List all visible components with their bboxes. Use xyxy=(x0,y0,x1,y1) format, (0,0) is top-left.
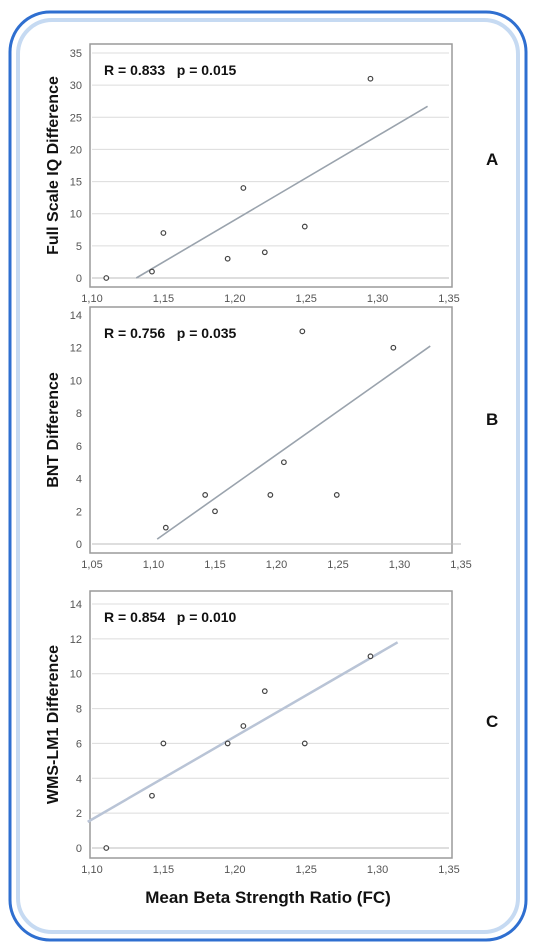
x-tick-label: 1,10 xyxy=(81,864,102,876)
y-tick-label: 14 xyxy=(70,599,82,611)
y-tick-label: 6 xyxy=(76,738,82,750)
data-point xyxy=(103,845,110,851)
trend-line-b xyxy=(156,345,431,540)
y-tick-label: 5 xyxy=(76,241,82,253)
y-tick-label: 20 xyxy=(70,144,82,156)
x-tick-label: 1,15 xyxy=(204,559,225,571)
y-tick-label: 14 xyxy=(70,310,82,322)
x-tick-label: 1,30 xyxy=(389,559,410,571)
y-tick-label: 2 xyxy=(76,506,82,518)
data-point xyxy=(103,275,110,281)
x-tick-label: 1,25 xyxy=(327,559,348,571)
x-tick-label: 1,20 xyxy=(266,559,287,571)
data-point xyxy=(224,255,231,262)
stats-annotation-c: R = 0.854 p = 0.010 xyxy=(104,609,237,625)
chart-c: 0 2 4 6 8 10 12 14 1,10 1,15 1,20 1,25 1,30 1,35 WMS-L… xyxy=(45,590,460,876)
y-tick-label: 0 xyxy=(76,539,82,551)
data-point xyxy=(280,459,287,466)
data-point xyxy=(224,740,231,747)
x-tick-label: 1,15 xyxy=(153,864,174,876)
y-tick-label: 0 xyxy=(76,843,82,855)
data-point xyxy=(149,268,155,275)
y-tick-label: 8 xyxy=(76,408,82,420)
data-point xyxy=(261,688,268,695)
x-tick-label: 1,20 xyxy=(224,293,245,305)
x-axis-label: Mean Beta Strength Ratio (FC) xyxy=(145,888,391,907)
y-tick-label: 10 xyxy=(70,375,82,387)
y-tick-label: 10 xyxy=(70,669,82,681)
frame-outer-border xyxy=(8,10,528,942)
chart-a: 0 5 10 15 20 25 30 35 1,10 1,15 1,20 1,25 1,30 1,35 Fu… xyxy=(45,43,460,305)
x-tick-label: 1,25 xyxy=(295,864,316,876)
data-point xyxy=(267,492,274,498)
plot-area-c xyxy=(89,590,453,859)
y-tick-label: 12 xyxy=(70,343,82,355)
y-tick-label: 15 xyxy=(70,177,82,189)
panel-label-a: A xyxy=(486,150,499,169)
panel-label-c: C xyxy=(486,712,499,731)
data-point xyxy=(212,508,218,515)
stats-annotation-b: R = 0.756 p = 0.035 xyxy=(104,325,237,341)
data-point xyxy=(202,492,209,498)
y-tick-label: 10 xyxy=(70,209,82,221)
y-tick-label: 0 xyxy=(76,273,82,285)
y-tick-label: 6 xyxy=(76,441,82,453)
x-tick-label: 1,30 xyxy=(367,864,388,876)
x-tick-label: 1,10 xyxy=(143,559,164,571)
data-point xyxy=(367,75,374,82)
x-tick-label: 1,15 xyxy=(153,293,174,305)
x-tick-label: 1,35 xyxy=(450,559,471,571)
data-point xyxy=(390,344,397,351)
y-tick-label: 12 xyxy=(70,634,82,646)
data-point xyxy=(240,185,247,191)
data-point xyxy=(160,740,167,747)
x-tick-label: 1,35 xyxy=(438,864,459,876)
x-tick-label: 1,10 xyxy=(81,293,102,305)
y-tick-label: 4 xyxy=(76,474,82,486)
data-point xyxy=(367,653,374,660)
stats-annotation-a: R = 0.833 p = 0.015 xyxy=(104,62,237,78)
panel-label-b: B xyxy=(486,410,499,429)
y-axis-label-c: WMS-LM1 Difference xyxy=(45,645,62,804)
trend-line-c xyxy=(87,641,399,823)
data-point xyxy=(333,492,340,498)
x-tick-label: 1,30 xyxy=(367,293,388,305)
y-tick-label: 35 xyxy=(70,48,82,60)
data-point xyxy=(160,230,167,236)
x-tick-label: 1,20 xyxy=(224,864,245,876)
data-point xyxy=(149,792,155,799)
x-tick-label: 1,25 xyxy=(295,293,316,305)
trend-line-a xyxy=(135,105,428,279)
y-tick-label: 25 xyxy=(70,112,82,124)
y-tick-label: 4 xyxy=(76,773,82,785)
data-point xyxy=(240,723,247,729)
plot-area-a xyxy=(89,43,453,288)
y-axis-label-b: BNT Difference xyxy=(45,372,62,488)
data-point xyxy=(301,740,308,747)
y-tick-label: 8 xyxy=(76,704,82,716)
x-tick-label: 1,35 xyxy=(438,293,459,305)
data-point xyxy=(299,328,306,335)
plot-area-b xyxy=(89,306,453,554)
frame-inner-border xyxy=(16,18,520,934)
x-tick-label: 1,05 xyxy=(81,559,102,571)
y-axis-label-a: Full Scale IQ Difference xyxy=(45,76,62,255)
data-point xyxy=(261,249,268,256)
y-tick-label: 30 xyxy=(70,80,82,92)
chart-b: 0 2 4 6 8 10 12 14 1,05 1,10 1,15 1,20 1,25 1,30 1,35 B… xyxy=(45,306,472,571)
y-tick-label: 2 xyxy=(76,808,82,820)
data-point xyxy=(301,223,308,230)
data-point xyxy=(162,524,169,531)
